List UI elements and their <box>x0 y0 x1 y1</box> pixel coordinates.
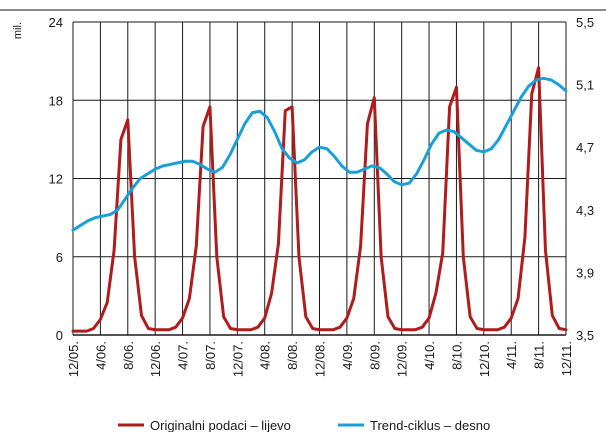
x-tick-label: 8/09. <box>367 341 382 370</box>
right-tick-label: 5,1 <box>576 78 594 93</box>
x-tick-label: 4/09. <box>340 341 355 370</box>
right-tick-label: 3,9 <box>576 265 594 280</box>
right-tick-labels: 3,5 3,9 4,3 4,7 5,1 5,5 <box>576 15 594 343</box>
x-tick-label: 8/06. <box>121 341 136 370</box>
right-tick-label: 4,7 <box>576 140 594 155</box>
x-tick-label: 12/11. <box>559 341 574 376</box>
x-tick-label: 4/07. <box>176 341 191 370</box>
x-tick-label: 12/06. <box>148 341 163 377</box>
left-tick-label: 18 <box>49 93 63 108</box>
series-original <box>71 66 568 333</box>
x-tick-label: 12/09. <box>395 341 410 377</box>
left-tick-labels: 0 6 12 18 24 <box>49 15 63 343</box>
x-tick-label: 8/11. <box>532 341 547 369</box>
right-tick-label: 4,3 <box>576 203 594 218</box>
legend-label-trend: Trend-ciklus – desno <box>370 418 490 432</box>
axes <box>0 9 606 336</box>
x-tick-label: 4/08. <box>258 341 273 370</box>
x-tick-label: 12/08. <box>313 341 328 377</box>
series-trend <box>71 76 568 232</box>
grid <box>72 21 567 336</box>
x-tick-label: 12/07. <box>230 341 245 377</box>
x-tick-label: 4/06. <box>93 341 108 370</box>
left-tick-label: 12 <box>49 172 63 187</box>
series-line <box>71 76 568 232</box>
legend-label-original: Originalni podaci – lijevo <box>150 418 291 432</box>
x-tick-labels: 12/05. 4/06. 8/06. 12/06. 4/07. 8/07. 12/07. 4/… <box>66 341 574 377</box>
left-tick-label: 0 <box>56 328 63 343</box>
legend: Originalni podaci – lijevo Trend-ciklus … <box>118 418 490 432</box>
left-tick-label: 24 <box>49 15 63 30</box>
x-tick-label: 12/05. <box>66 341 81 377</box>
x-tick-label: 8/08. <box>285 341 300 370</box>
right-tick-label: 3,5 <box>576 328 594 343</box>
x-tick-label: 4/11. <box>504 341 519 369</box>
x-tick-label: 8/07. <box>203 341 218 370</box>
series-line <box>71 66 568 333</box>
x-tick-label: 12/10. <box>477 341 492 377</box>
y-unit-label: mil. <box>12 22 24 39</box>
left-tick-label: 6 <box>56 250 63 265</box>
x-tick-label: 4/10. <box>422 341 437 370</box>
right-tick-label: 5,5 <box>576 15 594 30</box>
x-tick-label: 8/10. <box>449 341 464 370</box>
